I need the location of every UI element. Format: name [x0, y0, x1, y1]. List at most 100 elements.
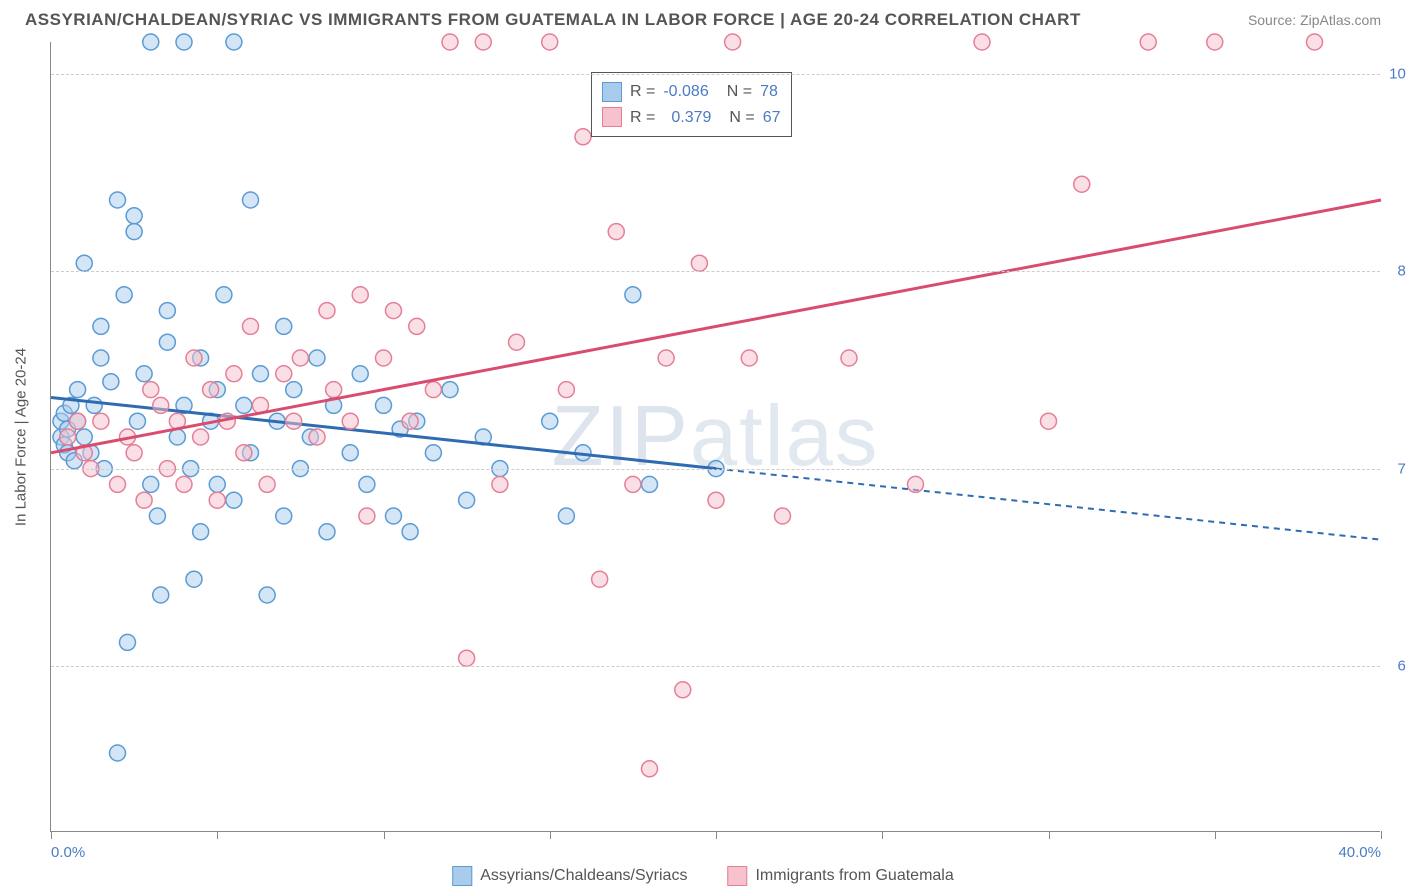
gridline-h [51, 469, 1380, 470]
data-point [216, 287, 232, 303]
data-point [226, 366, 242, 382]
data-point [126, 445, 142, 461]
data-point [126, 224, 142, 240]
bottom-legend-swatch-1 [452, 866, 472, 886]
data-point [385, 508, 401, 524]
data-point [309, 350, 325, 366]
corr-row-1: R = -0.086 N = 78 [602, 79, 781, 105]
data-point [1207, 34, 1223, 50]
data-point [342, 445, 358, 461]
x-tick [1049, 831, 1050, 839]
data-point [908, 476, 924, 492]
data-point [509, 334, 525, 350]
data-point [76, 429, 92, 445]
data-point [103, 374, 119, 390]
data-point [186, 350, 202, 366]
data-point [625, 476, 641, 492]
regression-line-dashed [716, 469, 1381, 540]
data-point [342, 413, 358, 429]
bottom-legend-label-2: Immigrants from Guatemala [755, 867, 953, 885]
data-point [169, 429, 185, 445]
data-point [93, 318, 109, 334]
data-point [159, 303, 175, 319]
corr-r-value-1: -0.086 [663, 79, 708, 105]
data-point [286, 382, 302, 398]
correlation-legend: R = -0.086 N = 78 R = 0.379 N = 67 [591, 72, 792, 137]
data-point [691, 255, 707, 271]
x-tick [882, 831, 883, 839]
y-axis-label: In Labor Force | Age 20-24 [13, 347, 30, 525]
corr-n-value-1: 78 [760, 79, 778, 105]
data-point [675, 682, 691, 698]
data-point [459, 650, 475, 666]
data-point [974, 34, 990, 50]
data-point [129, 413, 145, 429]
data-point [252, 366, 268, 382]
data-point [143, 34, 159, 50]
data-point [136, 366, 152, 382]
gridline-h [51, 666, 1380, 667]
source-text: Source: ZipAtlas.com [1248, 12, 1381, 28]
x-tick [1215, 831, 1216, 839]
data-point [193, 524, 209, 540]
y-tick-label: 62.5% [1385, 658, 1406, 675]
data-point [209, 476, 225, 492]
data-point [153, 587, 169, 603]
data-point [243, 318, 259, 334]
data-point [143, 476, 159, 492]
data-point [153, 397, 169, 413]
data-point [442, 382, 458, 398]
data-point [708, 492, 724, 508]
data-point [70, 413, 86, 429]
data-point [259, 476, 275, 492]
data-point [319, 303, 335, 319]
y-tick-label: 75.0% [1385, 460, 1406, 477]
data-point [376, 397, 392, 413]
data-point [110, 476, 126, 492]
data-point [226, 34, 242, 50]
data-point [642, 761, 658, 777]
data-point [136, 492, 152, 508]
data-point [86, 397, 102, 413]
data-point [376, 350, 392, 366]
data-point [236, 445, 252, 461]
data-point [286, 413, 302, 429]
data-point [143, 382, 159, 398]
plot-svg [51, 42, 1380, 831]
data-point [775, 508, 791, 524]
y-tick-label: 100.0% [1385, 65, 1406, 82]
data-point [176, 34, 192, 50]
x-tick [1381, 831, 1382, 839]
data-point [226, 492, 242, 508]
data-point [276, 366, 292, 382]
data-point [402, 524, 418, 540]
corr-n-label-2: N = [729, 105, 754, 131]
data-point [203, 382, 219, 398]
data-point [1041, 413, 1057, 429]
gridline-h [51, 74, 1380, 75]
data-point [1307, 34, 1323, 50]
y-tick-label: 87.5% [1385, 263, 1406, 280]
data-point [110, 745, 126, 761]
data-point [70, 382, 86, 398]
data-point [642, 476, 658, 492]
data-point [402, 413, 418, 429]
data-point [119, 634, 135, 650]
x-tick [550, 831, 551, 839]
data-point [542, 34, 558, 50]
data-point [575, 129, 591, 145]
data-point [841, 350, 857, 366]
x-tick [51, 831, 52, 839]
data-point [385, 303, 401, 319]
data-point [159, 334, 175, 350]
data-point [459, 492, 475, 508]
corr-r-label-2: R = [630, 105, 655, 131]
bottom-legend-swatch-2 [727, 866, 747, 886]
corr-n-value-2: 67 [763, 105, 781, 131]
legend-swatch-2 [602, 107, 622, 127]
corr-n-label-1: N = [727, 79, 752, 105]
chart-title: ASSYRIAN/CHALDEAN/SYRIAC VS IMMIGRANTS F… [25, 10, 1081, 30]
data-point [725, 34, 741, 50]
data-point [309, 429, 325, 445]
corr-r-value-2: 0.379 [671, 105, 711, 131]
